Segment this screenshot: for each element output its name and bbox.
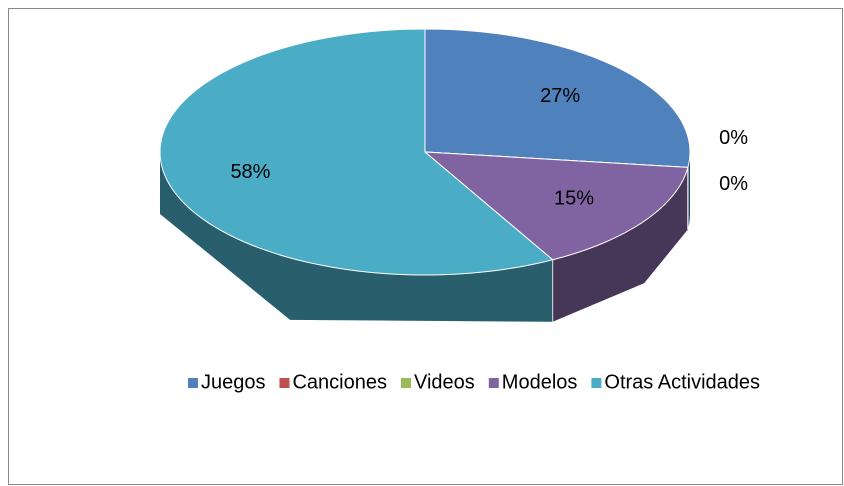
legend: Juegos Canciones Videos Modelos Otras Activi… [187,371,760,393]
data-label: 15% [554,187,594,209]
legend-swatch [488,378,499,388]
data-label: 0% [719,127,748,149]
data-label: 27% [540,85,580,107]
legend-label: Modelos [502,371,578,393]
data-label: 58% [230,161,270,183]
pie-side [687,152,690,230]
legend-label: Otras Actividades [604,371,760,393]
pie-side [160,152,553,322]
legend-swatch [187,378,198,388]
legend-swatch [591,378,602,388]
pie-slice [423,151,689,261]
data-label: 0% [719,173,748,195]
pie-slice [159,28,554,276]
pie-side [552,167,688,322]
pie-slice [424,28,691,168]
pie-side-shade [160,152,553,322]
pie-side-shade [687,152,690,230]
pie-side-shade [552,167,688,322]
legend-swatch [400,378,411,388]
legend-swatch [279,378,290,388]
legend-label: Juegos [201,371,266,393]
legend-label: Videos [414,371,475,393]
legend-label: Canciones [292,371,387,393]
